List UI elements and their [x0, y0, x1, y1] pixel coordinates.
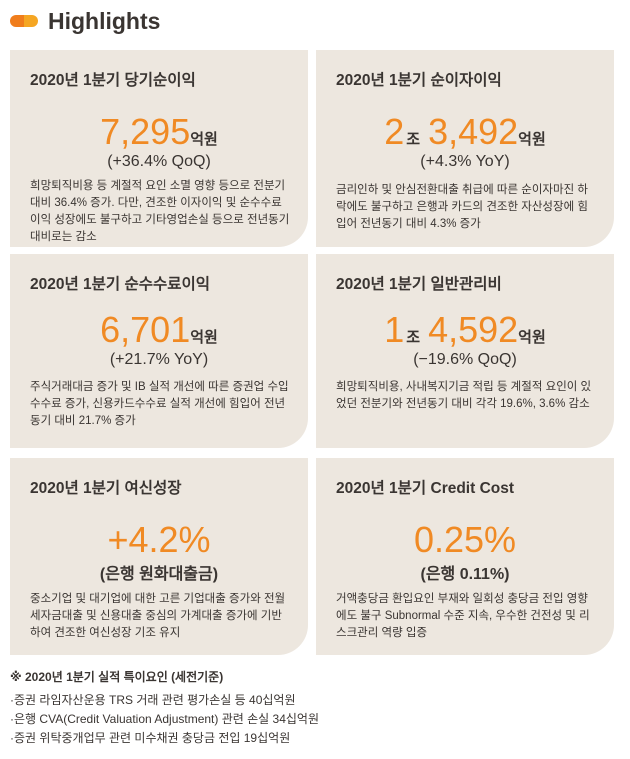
card-net-interest-income: 2020년 1분기 순이자이익 2 조 3,492억원 (+4.3% YoY) 금리… — [316, 50, 614, 247]
card-change: (은행 원화대출금) — [99, 566, 219, 583]
card-desc: 금리인하 및 안심전환대출 취급에 따른 순이자마진 하락에도 불구하고 은행과… — [336, 184, 588, 230]
note-item: ·증권 라임자산운용 TRS 거래 관련 평가손실 등 40십억원 — [10, 693, 296, 707]
card-value: +4.2% — [107, 519, 211, 560]
card-credit-cost: 2020년 1분기 Credit Cost 0.25% (은행 0.11%) 거… — [316, 458, 614, 655]
pill-icon — [10, 15, 38, 27]
notes-title: ※ 2020년 1분기 실적 특이요인 (세전기준) — [10, 670, 224, 684]
card-value: 6,701억원 — [10, 310, 308, 358]
card-net-fee-income: 2020년 1분기 순수수료이익 6,701억원 (+21.7% YoY) 주식… — [10, 254, 308, 448]
special-factors-notes: ※ 2020년 1분기 실적 특이요인 (세전기준) ·증권 라임자산운용 TR… — [10, 668, 319, 748]
card-title: 2020년 1분기 일반관리비 — [336, 276, 502, 293]
card-desc: 희망퇴직비용 등 계절적 요인 소멸 영향 등으로 전분기 대비 36.4% 증… — [30, 180, 290, 243]
card-value: 1 조 4,592억원 — [316, 310, 614, 358]
card-net-income: 2020년 1분기 당기순이익 7,295억원 (+36.4% QoQ) 희망퇴… — [10, 50, 308, 247]
card-desc: 희망퇴직비용, 사내복지기금 적립 등 계절적 요인이 있었던 전분기와 전년동… — [336, 381, 592, 410]
card-loan-growth: 2020년 1분기 여신성장 +4.2% (은행 원화대출금) 중소기업 및 대… — [10, 458, 308, 655]
section-title: Highlights — [48, 7, 161, 34]
value-number: 4,592 — [428, 309, 519, 350]
major-unit: 조 — [406, 131, 421, 148]
value-unit: 억원 — [190, 131, 218, 148]
card-change: (−19.6% QoQ) — [413, 351, 517, 368]
card-value: 0.25% — [413, 519, 517, 560]
card-g-and-a-expenses: 2020년 1분기 일반관리비 1 조 4,592억원 (−19.6% QoQ) 희… — [316, 254, 614, 448]
section-header: Highlights — [10, 6, 160, 36]
card-desc: 주식거래대금 증가 및 IB 실적 개선에 따른 증권업 수입수수료 증가, 신… — [30, 381, 289, 427]
value-unit: 억원 — [190, 329, 218, 346]
card-change: (+21.7% YoY) — [109, 351, 209, 368]
value-unit: 억원 — [518, 131, 546, 148]
card-desc: 중소기업 및 대기업에 대한 고른 기업대출 증가와 전월세자금대출 및 신용대… — [30, 593, 286, 639]
note-item: ·증권 위탁중개업무 관련 미수채권 충당금 전입 19십억원 — [10, 731, 291, 745]
card-title: 2020년 1분기 여신성장 — [30, 480, 182, 497]
value-major: 2 — [384, 111, 405, 152]
value-number: 7,295 — [100, 111, 191, 152]
value-unit: 억원 — [518, 329, 546, 346]
card-title: 2020년 1분기 순수수료이익 — [30, 276, 211, 293]
card-change: (+4.3% YoY) — [420, 153, 510, 170]
value-number: 6,701 — [100, 309, 191, 350]
note-item: ·은행 CVA(Credit Valuation Adjustment) 관련 … — [10, 712, 320, 726]
card-title: 2020년 1분기 순이자이익 — [336, 72, 502, 89]
card-title: 2020년 1분기 당기순이익 — [30, 72, 196, 89]
card-value: 7,295억원 — [10, 112, 308, 160]
card-title: 2020년 1분기 Credit Cost — [336, 480, 515, 497]
card-value: 2 조 3,492억원 — [316, 112, 614, 160]
card-change: (+36.4% QoQ) — [107, 153, 211, 170]
value-major: 1 — [384, 309, 405, 350]
major-unit: 조 — [406, 329, 421, 346]
value-number: 3,492 — [428, 111, 519, 152]
card-change: (은행 0.11%) — [420, 566, 510, 583]
card-desc: 거액충당금 환입요인 부재와 일회성 충당금 전입 영향에도 불구 Subnor… — [336, 593, 590, 639]
